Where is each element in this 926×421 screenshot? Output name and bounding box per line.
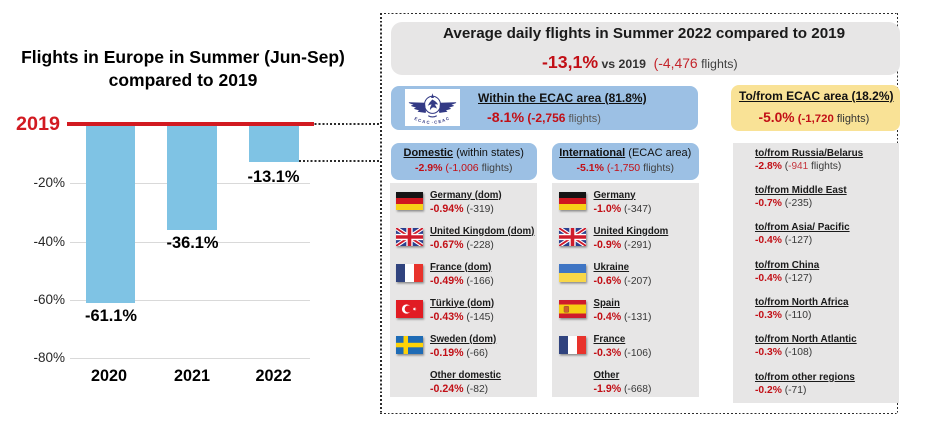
svg-text:C: C [426,119,429,124]
svg-text:A: A [441,117,445,123]
svg-text:·: · [431,119,432,124]
svg-text:E: E [413,115,418,121]
svg-text:E: E [437,118,441,123]
svg-text:C: C [417,117,421,123]
svg-text:C: C [434,119,437,124]
svg-text:A: A [421,118,425,123]
svg-text:C: C [445,115,450,121]
